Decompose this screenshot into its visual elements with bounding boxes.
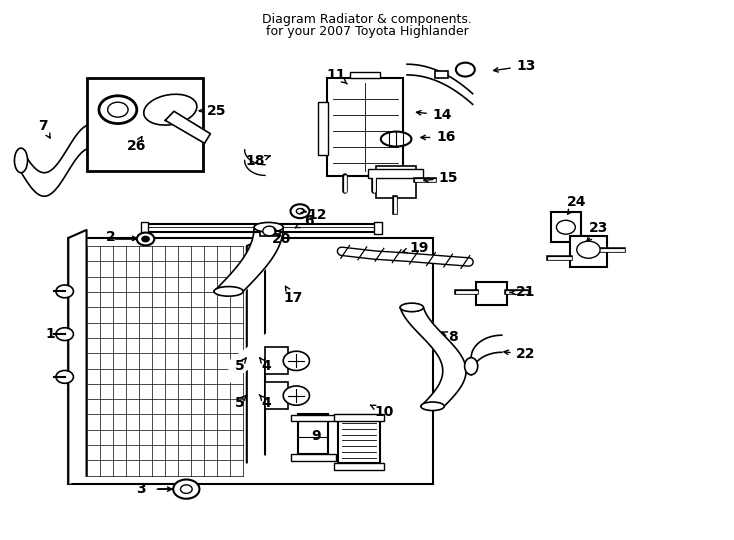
Bar	[265, 382, 288, 409]
Text: 22: 22	[516, 347, 536, 361]
Ellipse shape	[144, 94, 197, 125]
Text: 25: 25	[206, 104, 226, 118]
Circle shape	[577, 241, 600, 258]
Text: 18: 18	[246, 154, 265, 168]
Bar	[368, 169, 423, 178]
Circle shape	[556, 220, 575, 234]
Circle shape	[173, 480, 200, 499]
Bar	[570, 236, 608, 267]
Ellipse shape	[15, 148, 28, 173]
Bar	[260, 226, 280, 237]
Text: 8: 8	[448, 330, 458, 344]
Bar	[291, 454, 335, 461]
Text: 6: 6	[304, 214, 313, 228]
Polygon shape	[68, 230, 87, 484]
Text: 11: 11	[327, 68, 346, 82]
Text: 5: 5	[235, 395, 244, 409]
Circle shape	[108, 102, 128, 117]
Bar	[334, 463, 384, 470]
Ellipse shape	[421, 402, 444, 410]
Bar	[68, 238, 432, 484]
Bar	[141, 222, 148, 234]
Text: 14: 14	[432, 108, 452, 122]
Circle shape	[283, 386, 310, 405]
Text: Diagram Radiator & components.: Diagram Radiator & components.	[262, 14, 472, 26]
Text: 7: 7	[38, 119, 48, 133]
Bar	[374, 222, 382, 234]
Bar	[550, 212, 581, 242]
Bar	[435, 71, 448, 78]
Bar	[265, 348, 288, 374]
Circle shape	[181, 485, 192, 494]
Text: 4: 4	[261, 395, 272, 409]
Text: for your 2007 Toyota Highlander: for your 2007 Toyota Highlander	[266, 25, 468, 38]
Circle shape	[291, 204, 310, 218]
Ellipse shape	[214, 287, 243, 296]
Text: 13: 13	[516, 59, 536, 73]
Bar	[334, 414, 384, 421]
Text: 3: 3	[137, 482, 146, 496]
Text: 10: 10	[375, 404, 394, 418]
Bar	[87, 78, 203, 171]
Text: 4: 4	[261, 359, 272, 373]
Bar	[327, 78, 404, 177]
Text: 17: 17	[283, 291, 302, 305]
Bar	[291, 415, 335, 421]
Bar	[338, 415, 380, 463]
Text: 15: 15	[439, 171, 458, 185]
Text: 12: 12	[308, 208, 327, 222]
Bar	[319, 102, 328, 155]
Circle shape	[137, 233, 154, 245]
Ellipse shape	[98, 134, 112, 159]
Circle shape	[142, 237, 149, 242]
Text: 19: 19	[410, 240, 429, 254]
Text: 2: 2	[106, 230, 115, 244]
Circle shape	[56, 328, 73, 341]
Bar	[350, 72, 380, 78]
Ellipse shape	[381, 132, 412, 146]
Bar	[298, 414, 328, 454]
Circle shape	[56, 370, 73, 383]
Circle shape	[297, 208, 304, 214]
Ellipse shape	[254, 222, 283, 232]
Polygon shape	[145, 224, 378, 232]
Circle shape	[456, 63, 475, 77]
Text: 26: 26	[126, 139, 146, 153]
Bar	[476, 282, 507, 305]
Ellipse shape	[465, 357, 478, 375]
Polygon shape	[247, 238, 265, 462]
Polygon shape	[165, 111, 211, 143]
Text: 5: 5	[235, 359, 244, 373]
Text: 1: 1	[46, 327, 55, 341]
Circle shape	[56, 285, 73, 298]
Text: 24: 24	[567, 194, 586, 208]
Ellipse shape	[400, 303, 424, 312]
Text: 16: 16	[436, 131, 455, 145]
Text: 20: 20	[272, 232, 291, 246]
Circle shape	[263, 226, 276, 236]
Text: 21: 21	[516, 286, 536, 300]
Bar	[376, 166, 415, 198]
Text: 9: 9	[311, 429, 321, 443]
Circle shape	[283, 351, 310, 370]
Text: 23: 23	[589, 221, 608, 235]
Circle shape	[99, 96, 137, 124]
